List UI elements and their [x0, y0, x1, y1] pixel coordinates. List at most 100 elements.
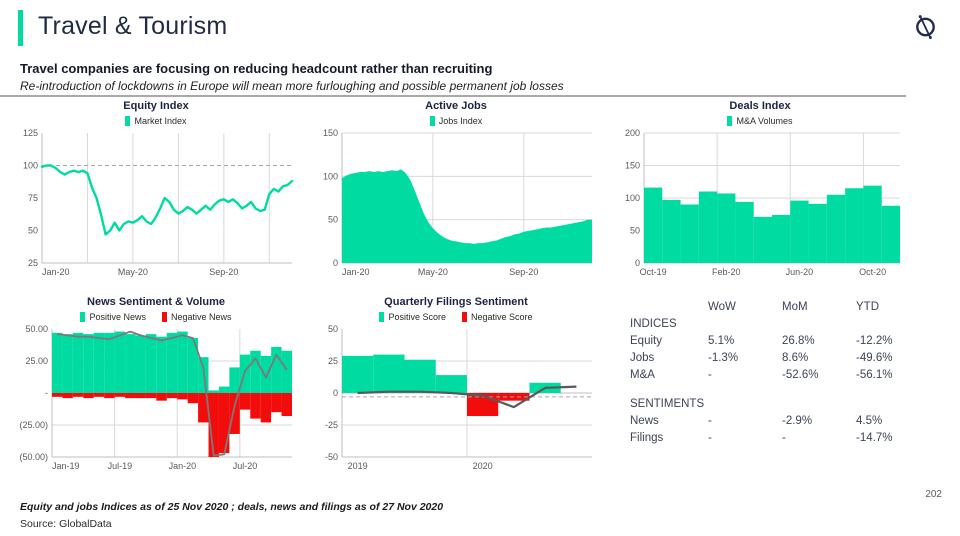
chart-title: Quarterly Filings Sentiment — [384, 296, 528, 308]
row-label: News — [630, 415, 659, 427]
legend-item: Negative News — [162, 311, 232, 322]
svg-text:-: - — [45, 388, 48, 398]
svg-text:Feb-20: Feb-20 — [712, 267, 741, 277]
legend-item: M&A Volumes — [727, 115, 793, 126]
svg-text:Jan-20: Jan-20 — [42, 267, 70, 277]
legend-swatch — [80, 311, 86, 322]
legend-item: Market Index — [125, 115, 187, 126]
svg-text:Jul-19: Jul-19 — [108, 461, 133, 471]
legend-label: Negative News — [171, 311, 232, 322]
table-header-cell: YTD — [856, 301, 879, 313]
svg-text:2019: 2019 — [348, 461, 368, 471]
table-header-cell: MoM — [782, 301, 808, 313]
legend-item: Negative Score — [461, 311, 533, 322]
deals-index-chart-card: Deals Index M&A Volumes 200 150 100 50 0 Oct-… — [612, 100, 908, 279]
chart-legend: M&A Volumes — [612, 114, 908, 127]
title-accent-bar — [18, 10, 23, 46]
table-section-row: SENTIMENTS — [630, 396, 908, 413]
svg-text:150: 150 — [625, 161, 640, 171]
svg-text:25: 25 — [328, 356, 338, 366]
table-header-cell: WoW — [708, 301, 736, 313]
svg-text:(50.00): (50.00) — [19, 452, 48, 462]
cell-wow: - — [708, 432, 712, 444]
cell-mom: - — [782, 432, 786, 444]
filings-sentiment-plot: 50 25 0 -25 -50 2019 2020 — [325, 324, 592, 471]
globaldata-logo-icon — [916, 15, 935, 39]
filings-sentiment-chart-card: Quarterly Filings Sentiment Positive Sco… — [312, 296, 600, 473]
cell-wow: - — [708, 415, 712, 427]
svg-text:125: 125 — [23, 128, 38, 138]
cell-mom: 26.8% — [782, 335, 815, 347]
svg-text:May-20: May-20 — [118, 267, 148, 277]
news-sentiment-plot: 50.00 25.00 - (25.00) (50.00) Jan-19 Jul-19 Jan… — [19, 324, 292, 471]
svg-text:50: 50 — [28, 226, 38, 236]
key-message-headline: Travel companies are focusing on reducin… — [20, 61, 493, 76]
legend-swatch — [461, 311, 467, 322]
equity-index-plot: 125 100 75 50 25 Jan-20 May-20 Sep-20 — [23, 128, 294, 277]
chart-title: Deals Index — [729, 100, 791, 112]
chart-title: News Sentiment & Volume — [87, 296, 225, 308]
svg-text:May-20: May-20 — [418, 267, 448, 277]
svg-text:(25.00): (25.00) — [19, 420, 48, 430]
svg-text:100: 100 — [23, 161, 38, 171]
chart-title: Equity Index — [123, 100, 189, 112]
chart-legend: Market Index — [12, 114, 300, 127]
cell-ytd: -49.6% — [856, 352, 893, 364]
svg-text:Oct-19: Oct-19 — [640, 267, 667, 277]
active-jobs-chart-card: Active Jobs Jobs Index 150 100 50 0 Jan-20 Ma… — [312, 100, 600, 279]
svg-text:100: 100 — [323, 171, 338, 181]
svg-text:Jan-20: Jan-20 — [342, 267, 370, 277]
legend-label: Market Index — [134, 115, 187, 126]
row-label: Jobs — [630, 352, 655, 364]
row-label: Filings — [630, 432, 664, 444]
cell-mom: 8.6% — [782, 352, 809, 364]
svg-text:25: 25 — [28, 258, 38, 268]
table-header-cell — [630, 299, 708, 316]
cell-ytd: -56.1% — [856, 369, 893, 381]
chart-legend: Positive News Negative News — [12, 310, 300, 323]
svg-text:Jan-19: Jan-19 — [52, 461, 80, 471]
cell-wow: -1.3% — [708, 352, 739, 364]
chart-legend: Positive Score Negative Score — [312, 310, 600, 323]
svg-text:-50: -50 — [325, 452, 338, 462]
cell-mom: -52.6% — [782, 369, 819, 381]
key-message-subheadline: Re-introduction of lockdowns in Europe w… — [20, 79, 564, 93]
svg-text:Oct-20: Oct-20 — [859, 267, 886, 277]
footnote: Equity and jobs Indices as of 25 Nov 202… — [20, 501, 444, 513]
legend-swatch — [429, 115, 435, 126]
svg-text:50: 50 — [328, 215, 338, 225]
cell-ytd: -14.7% — [856, 432, 893, 444]
svg-text:50.00: 50.00 — [25, 324, 48, 334]
table-row: Filings - - -14.7% — [630, 430, 908, 447]
active-jobs-plot: 150 100 50 0 Jan-20 May-20 Sep-20 — [323, 128, 592, 277]
legend-swatch — [727, 115, 733, 126]
news-sentiment-chart-card: News Sentiment & Volume Positive News Ne… — [12, 296, 300, 473]
summary-table: WoW MoM YTD INDICES Equity 5.1% 26.8% -1… — [630, 299, 908, 447]
table-section-row: INDICES — [630, 316, 908, 333]
svg-text:100: 100 — [625, 193, 640, 203]
svg-text:0: 0 — [635, 258, 640, 268]
table-row: News - -2.9% 4.5% — [630, 413, 908, 430]
equity-index-chart-card: Equity Index Market Index 125 100 75 50 25 Ja… — [12, 100, 300, 279]
chart-legend: Jobs Index — [312, 114, 600, 127]
cell-wow: - — [708, 369, 712, 381]
row-label: Equity — [630, 335, 662, 347]
svg-text:Jul-20: Jul-20 — [233, 461, 258, 471]
svg-text:150: 150 — [323, 128, 338, 138]
legend-item: Positive Score — [379, 311, 446, 322]
svg-text:200: 200 — [625, 128, 640, 138]
table-section-label: INDICES — [630, 318, 677, 330]
svg-text:Jun-20: Jun-20 — [786, 267, 814, 277]
svg-text:0: 0 — [333, 388, 338, 398]
svg-text:Jan-20: Jan-20 — [169, 461, 197, 471]
table-header-row: WoW MoM YTD — [630, 299, 908, 316]
page-number: 202 — [925, 489, 942, 500]
cell-mom: -2.9% — [782, 415, 813, 427]
table-row: Equity 5.1% 26.8% -12.2% — [630, 333, 908, 350]
svg-text:50: 50 — [328, 324, 338, 334]
svg-text:-25: -25 — [325, 420, 338, 430]
svg-text:Sep-20: Sep-20 — [509, 267, 538, 277]
legend-item: Positive News — [80, 311, 146, 322]
table-section-label: SENTIMENTS — [630, 398, 705, 410]
